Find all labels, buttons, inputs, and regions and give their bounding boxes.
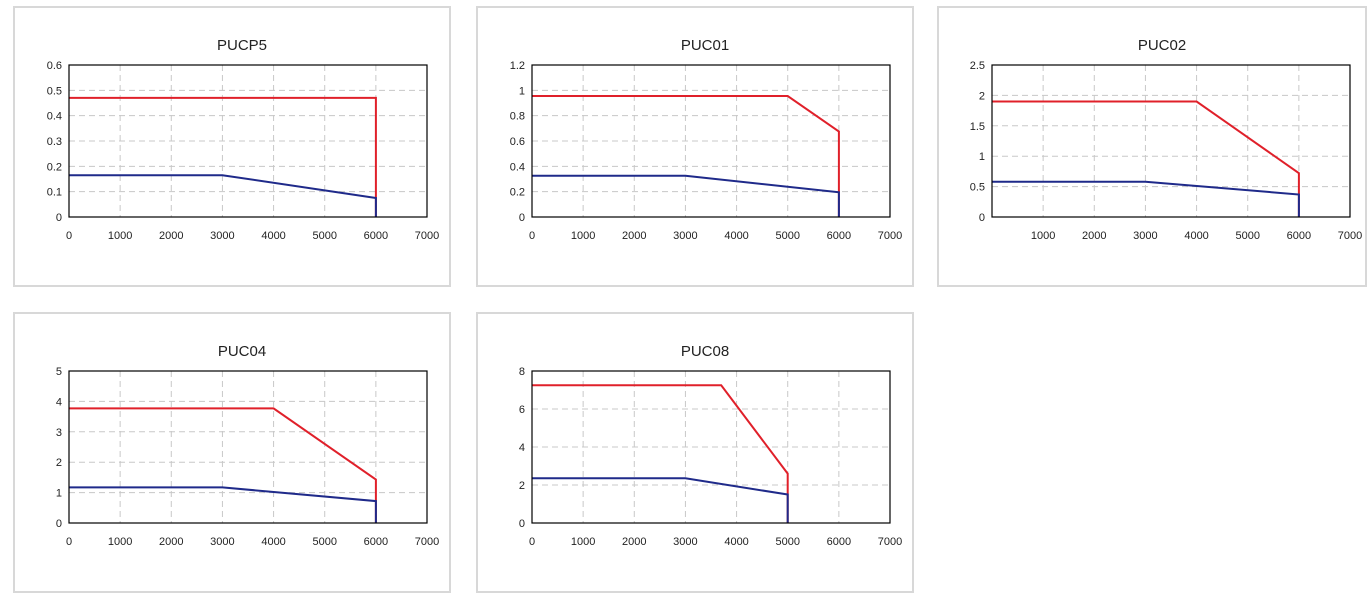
plot-frame xyxy=(531,370,891,524)
x-tick-label: 2000 xyxy=(622,536,646,548)
series-line-blue xyxy=(532,477,789,523)
y-tick-label: 2 xyxy=(519,480,525,492)
y-tick-label: 0.3 xyxy=(47,136,62,148)
y-tick-label: 0.4 xyxy=(47,111,62,123)
plot-frame xyxy=(991,64,1351,218)
chart-panel-puc08: PUC08 0 1000 2000 3000 4000 5000 6000 7000 0 2 4 6 8 xyxy=(476,312,914,593)
x-tick-label: 0 xyxy=(529,536,535,548)
series-line-blue xyxy=(69,486,377,523)
y-tick-label: 0 xyxy=(519,212,525,224)
x-tick-label: 2000 xyxy=(159,230,183,242)
x-tick-label: 4000 xyxy=(261,536,285,548)
chart-panel-pucp5: PUCP5 0 1000 2000 3000 4000 5000 6000 7000 0 0.1 0.… xyxy=(13,6,451,287)
y-tick-label: 1 xyxy=(56,488,62,500)
series-line-blue xyxy=(69,174,377,217)
x-tick-label: 3000 xyxy=(210,536,234,548)
y-tick-label: 6 xyxy=(519,404,525,416)
y-tick-label: 1 xyxy=(519,85,525,97)
y-tick-label: 1.5 xyxy=(970,121,985,133)
y-tick-label: 2.5 xyxy=(970,60,985,72)
y-tick-label: 8 xyxy=(519,366,525,378)
y-tick-label: 0.5 xyxy=(970,182,985,194)
chart-panel-puc04: PUC04 0 1000 2000 3000 4000 5000 6000 7000 0 1 2 3 4 5 xyxy=(13,312,451,593)
x-tick-label: 4000 xyxy=(1184,230,1208,242)
plot-frame xyxy=(531,64,891,218)
chart-title: PUCP5 xyxy=(217,37,267,54)
x-tick-label: 6000 xyxy=(364,536,388,548)
chart-panel-puc01: PUC01 0 1000 2000 3000 4000 5000 6000 7000 0 0.2 0.… xyxy=(476,6,914,287)
x-tick-label: 7000 xyxy=(1338,230,1362,242)
x-tick-label: 1000 xyxy=(1031,230,1055,242)
x-tick-label: 7000 xyxy=(878,536,902,548)
y-tick-label: 3 xyxy=(56,427,62,439)
x-tick-label: 6000 xyxy=(827,536,851,548)
plot-frame xyxy=(68,64,428,218)
chart-title: PUC01 xyxy=(681,37,729,54)
x-tick-label: 1000 xyxy=(571,230,595,242)
x-tick-label: 6000 xyxy=(827,230,851,242)
series-line-blue xyxy=(532,174,840,217)
y-tick-label: 0.6 xyxy=(47,60,62,72)
x-tick-label: 4000 xyxy=(724,230,748,242)
x-tick-label: 0 xyxy=(529,230,535,242)
y-tick-label: 0 xyxy=(979,212,985,224)
x-tick-label: 1000 xyxy=(571,536,595,548)
y-tick-label: 0.2 xyxy=(510,187,525,199)
x-tick-label: 3000 xyxy=(673,536,697,548)
y-tick-label: 0.8 xyxy=(510,111,525,123)
x-tick-label: 2000 xyxy=(1082,230,1106,242)
x-tick-label: 5000 xyxy=(312,536,336,548)
x-tick-label: 1000 xyxy=(108,230,132,242)
y-tick-label: 0.6 xyxy=(510,136,525,148)
chart-title: PUC04 xyxy=(218,343,266,360)
x-tick-label: 5000 xyxy=(1235,230,1259,242)
x-tick-label: 5000 xyxy=(775,230,799,242)
x-tick-label: 2000 xyxy=(159,536,183,548)
x-tick-label: 6000 xyxy=(364,230,388,242)
chart-svg: PUCP5 0 1000 2000 3000 4000 5000 6000 7000 0 0.1 0.… xyxy=(47,37,440,242)
chart-svg: PUC04 0 1000 2000 3000 4000 5000 6000 7000 0 1 2 3 4 5 xyxy=(56,343,439,548)
x-tick-label: 4000 xyxy=(261,230,285,242)
x-tick-label: 4000 xyxy=(724,536,748,548)
y-tick-label: 4 xyxy=(56,396,62,408)
y-tick-label: 0 xyxy=(519,518,525,530)
x-tick-label: 3000 xyxy=(673,230,697,242)
y-tick-label: 1 xyxy=(979,151,985,163)
chart-svg: PUC01 0 1000 2000 3000 4000 5000 6000 7000 0 0.2 0.… xyxy=(510,37,903,242)
y-tick-label: 0.1 xyxy=(47,187,62,199)
x-tick-label: 7000 xyxy=(415,230,439,242)
plot-frame xyxy=(68,370,428,524)
x-tick-label: 1000 xyxy=(108,536,132,548)
x-tick-label: 5000 xyxy=(775,536,799,548)
x-tick-label: 2000 xyxy=(622,230,646,242)
chart-svg: PUC08 0 1000 2000 3000 4000 5000 6000 7000 0 2 4 6 8 xyxy=(519,343,902,548)
chart-title: PUC08 xyxy=(681,343,729,360)
series-line-red xyxy=(532,384,789,523)
y-tick-label: 0 xyxy=(56,518,62,530)
series-line-red xyxy=(69,96,377,217)
x-tick-label: 3000 xyxy=(1133,230,1157,242)
chart-title: PUC02 xyxy=(1138,37,1186,54)
y-tick-label: 0.5 xyxy=(47,85,62,97)
y-tick-label: 0.2 xyxy=(47,161,62,173)
chart-svg: PUC02 1000 2000 3000 4000 5000 6000 7000 0 0.5 1 1.… xyxy=(970,37,1363,242)
y-tick-label: 0.4 xyxy=(510,161,525,173)
x-tick-label: 0 xyxy=(66,536,72,548)
y-tick-label: 0 xyxy=(56,212,62,224)
x-tick-label: 3000 xyxy=(210,230,234,242)
series-line-blue xyxy=(992,180,1300,217)
series-line-red xyxy=(532,95,840,217)
x-tick-label: 6000 xyxy=(1287,230,1311,242)
x-tick-label: 7000 xyxy=(415,536,439,548)
y-tick-label: 5 xyxy=(56,366,62,378)
y-tick-label: 4 xyxy=(519,442,525,454)
x-tick-label: 0 xyxy=(66,230,72,242)
y-tick-label: 2 xyxy=(979,90,985,102)
y-tick-label: 1.2 xyxy=(510,60,525,72)
x-tick-label: 7000 xyxy=(878,230,902,242)
chart-panel-puc02: PUC02 1000 2000 3000 4000 5000 6000 7000 0 0.5 1 1.… xyxy=(937,6,1367,287)
y-tick-label: 2 xyxy=(56,457,62,469)
x-tick-label: 5000 xyxy=(312,230,336,242)
